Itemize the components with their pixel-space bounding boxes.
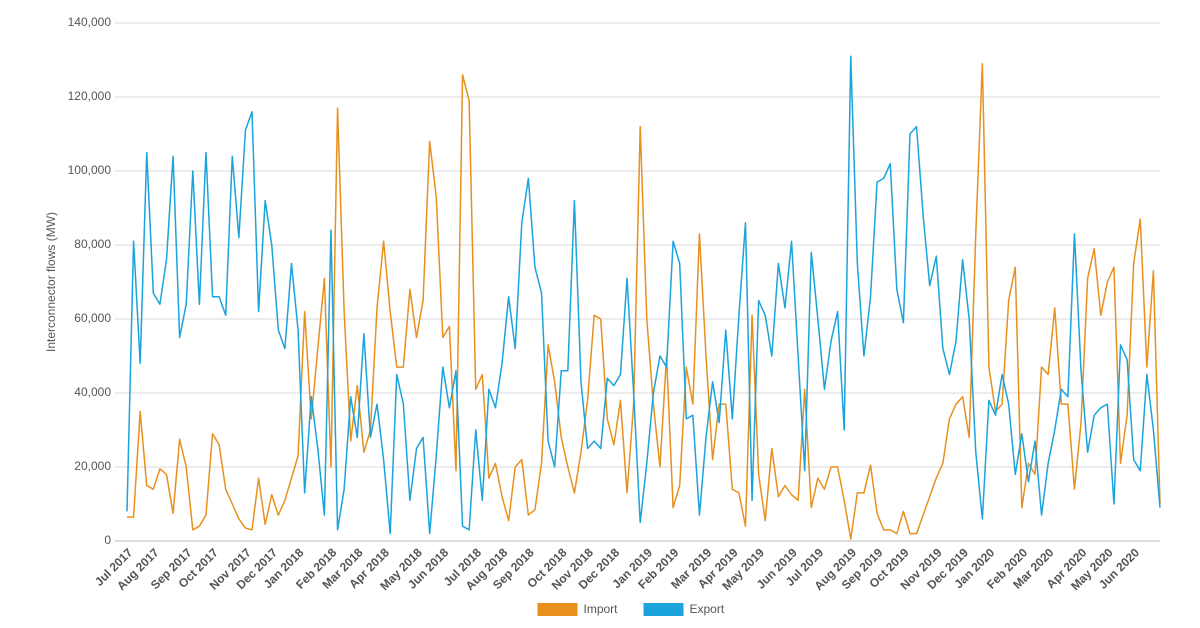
y-tick-label: 100,000: [68, 163, 112, 177]
y-tick-label: 40,000: [74, 385, 111, 399]
y-tick-label: 140,000: [68, 15, 112, 29]
legend-label: Import: [584, 602, 619, 616]
y-axis-title: Interconnector flows (MW): [44, 212, 58, 352]
y-tick-label: 60,000: [74, 311, 111, 325]
y-tick-label: 120,000: [68, 89, 112, 103]
series-line: [126, 55, 1161, 535]
legend-swatch: [537, 603, 578, 616]
series-line: [127, 62, 1161, 540]
y-tick-label: 0: [104, 533, 111, 547]
legend-label: Export: [690, 602, 725, 616]
y-tick-label: 20,000: [74, 459, 111, 473]
legend-swatch: [643, 603, 684, 616]
y-tick-label: 80,000: [74, 237, 111, 251]
